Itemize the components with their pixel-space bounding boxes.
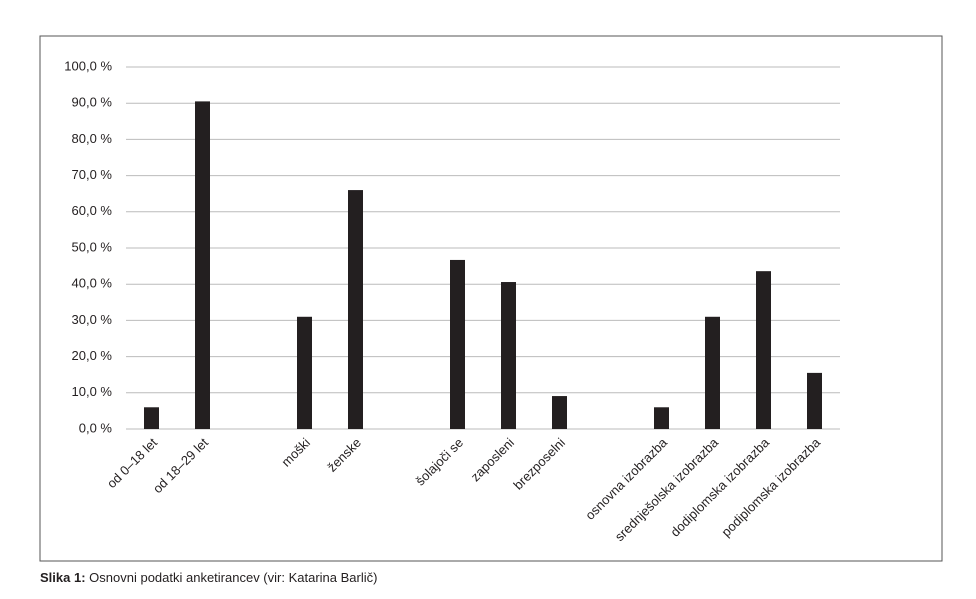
x-tick-label: dodiplomska izobrazba xyxy=(667,434,772,539)
bar xyxy=(195,101,210,429)
x-tick-label: podiplomska izobrazba xyxy=(718,434,823,539)
bar xyxy=(654,407,669,429)
caption: Slika 1: Osnovni podatki anketirancev (v… xyxy=(40,570,377,585)
caption-text: Osnovni podatki anketirancev (vir: Katar… xyxy=(89,570,378,585)
y-tick-label: 40,0 % xyxy=(72,276,113,291)
bar xyxy=(807,372,822,429)
bar xyxy=(501,282,516,429)
bar xyxy=(705,316,720,429)
x-tick-label: moški xyxy=(278,435,313,470)
bar xyxy=(552,396,567,429)
frame xyxy=(39,35,943,562)
bar xyxy=(144,407,159,429)
y-tick-label: 60,0 % xyxy=(72,203,113,218)
y-tick-label: 50,0 % xyxy=(72,239,113,254)
x-tick-label: osnovna izobrazba xyxy=(582,434,670,522)
y-tick-label: 10,0 % xyxy=(72,384,113,399)
bar xyxy=(450,259,465,429)
x-tick-label: zaposleni xyxy=(468,435,518,485)
y-tick-label: 70,0 % xyxy=(72,167,113,182)
y-tick-label: 0,0 % xyxy=(79,420,113,435)
y-tick-label: 90,0 % xyxy=(72,95,113,110)
x-tick-label: srednješolska izobrazba xyxy=(612,434,722,544)
bar xyxy=(756,271,771,429)
y-tick-label: 100,0 % xyxy=(64,58,112,73)
x-tick-label: šolajoči se xyxy=(413,435,467,489)
bar xyxy=(297,316,312,429)
y-tick-label: 20,0 % xyxy=(72,348,113,363)
y-tick-label: 30,0 % xyxy=(72,312,113,327)
caption-label: Slika 1: xyxy=(40,570,86,585)
y-tick-label: 80,0 % xyxy=(72,131,113,146)
x-tick-label: od 18–29 let xyxy=(150,435,211,496)
x-tick-label: brezposelni xyxy=(510,435,568,493)
x-tick-label: ženske xyxy=(324,435,364,475)
bar xyxy=(348,190,363,429)
